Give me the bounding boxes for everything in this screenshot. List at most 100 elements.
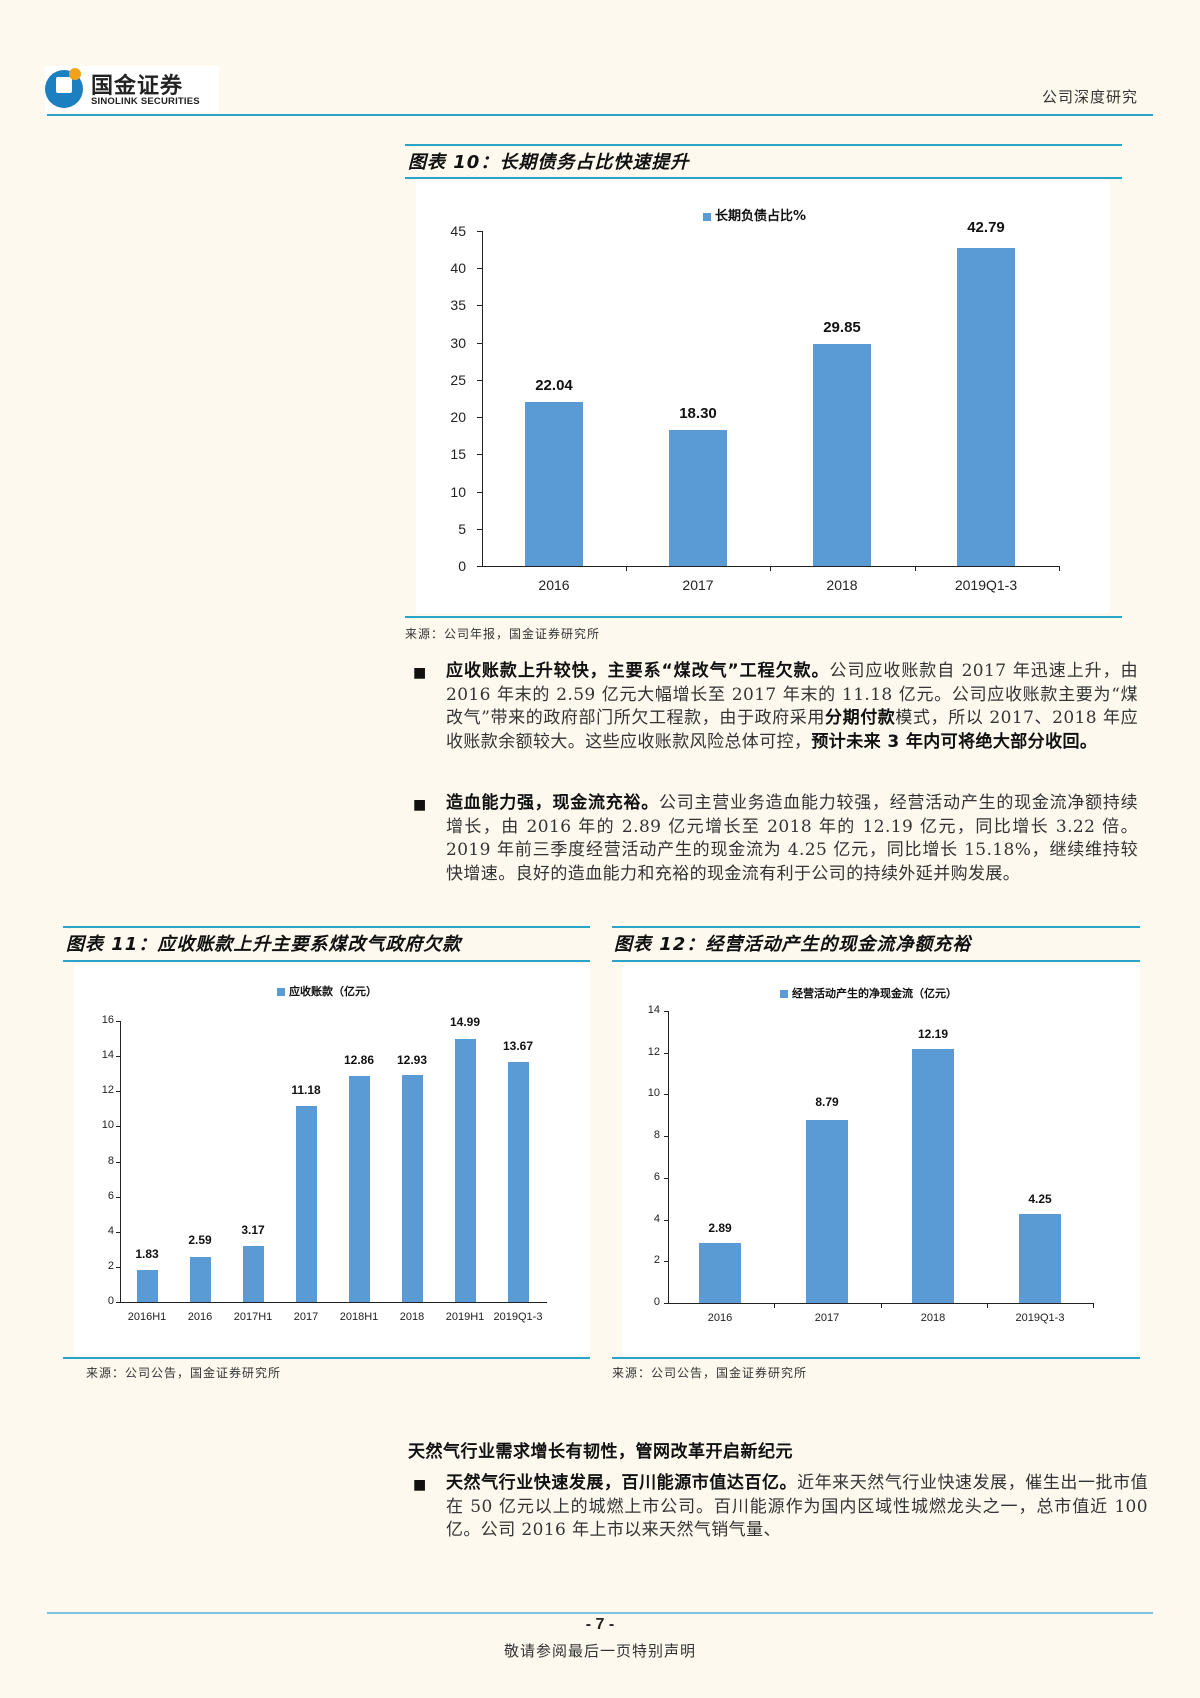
y-tick-label: 5 <box>458 521 466 537</box>
bar-2017h1 <box>243 1246 264 1302</box>
y-tick <box>664 1261 669 1262</box>
x-tick <box>1093 1303 1094 1308</box>
y-tick-label: 45 <box>450 223 466 239</box>
x-tick-label: 2018 <box>920 1312 946 1324</box>
bar-2018h1 <box>349 1076 370 1302</box>
figure-10-source-rule <box>405 616 1122 618</box>
paragraph-cashflow: 造血能力强，现金流充裕。公司主营业务造血能力较强，经营活动产生的现金流净额持续增… <box>446 793 1138 884</box>
bar-2017 <box>296 1106 317 1302</box>
x-tick <box>774 1303 775 1308</box>
y-tick-label: 40 <box>450 260 466 276</box>
x-tick-label: 2018 <box>399 1311 425 1323</box>
y-tick-label: 14 <box>101 1049 114 1061</box>
figure-12-chart: 经营活动产生的净现金流（亿元） 0 2 4 6 8 10 12 14 2.89 … <box>622 965 1140 1355</box>
data-label: 12.86 <box>343 1053 375 1067</box>
x-tick-label: 2016 <box>538 577 570 593</box>
bar-2018 <box>813 344 871 566</box>
y-tick-label: 30 <box>450 335 466 351</box>
x-tick-label: 2019Q1-3 <box>493 1311 543 1323</box>
figure-11-bottom-rule <box>63 960 590 962</box>
data-label: 3.17 <box>241 1223 265 1237</box>
bar-2016 <box>699 1243 741 1303</box>
x-tick-label: 2019Q1-3 <box>1015 1312 1065 1324</box>
section-heading: 天然气行业需求增长有韧性，管网改革开启新纪元 <box>408 1442 793 1462</box>
y-tick <box>664 1136 669 1137</box>
y-tick-label: 10 <box>101 1119 114 1131</box>
y-tick-label: 2 <box>653 1254 660 1266</box>
header-divider <box>47 114 1153 116</box>
x-tick-label: 2017 <box>682 577 714 593</box>
y-axis <box>482 231 483 567</box>
y-tick <box>664 1053 669 1054</box>
data-label: 14.99 <box>449 1015 481 1029</box>
y-tick <box>477 417 482 418</box>
figure-10-source: 来源：公司年报，国金证券研究所 <box>405 627 601 641</box>
x-tick-label: 2017 <box>814 1312 840 1324</box>
y-tick-label: 35 <box>450 297 466 313</box>
y-tick-label: 15 <box>450 446 466 462</box>
page-number: - 7 - <box>585 1616 615 1633</box>
data-label: 29.85 <box>823 319 861 336</box>
y-tick <box>477 492 482 493</box>
y-tick-label: 4 <box>107 1225 114 1237</box>
figure-11-source-rule <box>63 1357 590 1359</box>
figure-11-chart: 应收账款（亿元） 0 2 4 6 8 10 12 14 16 1.83 2.59… <box>74 965 590 1355</box>
figure-12-source: 来源：公司公告，国金证券研究所 <box>612 1366 808 1380</box>
y-tick <box>116 1162 121 1163</box>
y-tick <box>116 1021 121 1022</box>
bullet-icon: ■ <box>413 797 427 813</box>
y-tick <box>477 231 482 232</box>
x-tick <box>987 1303 988 1308</box>
y-tick-label: 12 <box>101 1084 114 1096</box>
data-label: 22.04 <box>535 377 573 394</box>
y-tick <box>664 1220 669 1221</box>
x-tick-label: 2019H1 <box>445 1311 485 1323</box>
paragraph-industry: 天然气行业快速发展，百川能源市值达百亿。近年来天然气行业快速发展，催生出一批市值… <box>446 1473 1149 1540</box>
chart-legend: 应收账款（亿元） <box>277 983 377 999</box>
y-tick-label: 10 <box>450 484 466 500</box>
y-tick <box>477 380 482 381</box>
x-tick-label: 2018 <box>826 577 858 593</box>
paragraph-lead: 应收账款上升较快，主要系“煤改气”工程欠款。 <box>446 661 830 681</box>
bar-2019q1-3 <box>508 1062 529 1302</box>
figure-10-top-rule <box>405 144 1122 146</box>
figure-11-top-rule <box>63 926 590 928</box>
y-tick-label: 10 <box>647 1087 660 1099</box>
paragraph-lead: 天然气行业快速发展，百川能源市值达百亿。 <box>446 1473 798 1493</box>
y-tick <box>477 454 482 455</box>
bar-2019h1 <box>455 1039 476 1302</box>
y-tick-label: 6 <box>107 1190 114 1202</box>
data-label: 11.18 <box>291 1083 321 1097</box>
y-tick-label: 0 <box>653 1296 660 1308</box>
y-tick <box>116 1091 121 1092</box>
y-tick <box>477 566 482 567</box>
bar-2018 <box>912 1049 954 1303</box>
bar-2019q1-3 <box>957 248 1015 566</box>
y-tick <box>477 529 482 530</box>
x-tick <box>1059 566 1060 571</box>
y-tick-label: 16 <box>101 1014 114 1026</box>
paragraph-lead: 造血能力强，现金流充裕。 <box>446 793 660 813</box>
y-tick-label: 8 <box>107 1155 114 1167</box>
company-logo: 国金证券 SINOLINK SECURITIES <box>45 66 219 112</box>
y-tick-label: 14 <box>647 1004 660 1016</box>
x-tick-label: 2017 <box>293 1311 319 1323</box>
y-tick <box>116 1056 121 1057</box>
legend-swatch-icon <box>277 988 285 996</box>
y-tick-label: 25 <box>450 372 466 388</box>
x-tick <box>626 566 627 571</box>
x-tick <box>915 566 916 571</box>
x-axis <box>482 566 1060 567</box>
logo-dot-icon <box>69 68 81 80</box>
y-tick <box>116 1197 121 1198</box>
y-axis <box>668 1011 669 1304</box>
figure-12-top-rule <box>612 926 1140 928</box>
x-tick-label: 2016 <box>187 1311 213 1323</box>
bullet-icon: ■ <box>413 1477 427 1493</box>
y-tick-label: 12 <box>647 1046 660 1058</box>
figure-12-source-rule <box>612 1357 1140 1359</box>
bar-2018 <box>402 1075 423 1302</box>
bullet-icon: ■ <box>413 665 427 681</box>
data-label: 4.25 <box>1028 1192 1052 1206</box>
data-label: 12.93 <box>396 1053 428 1067</box>
